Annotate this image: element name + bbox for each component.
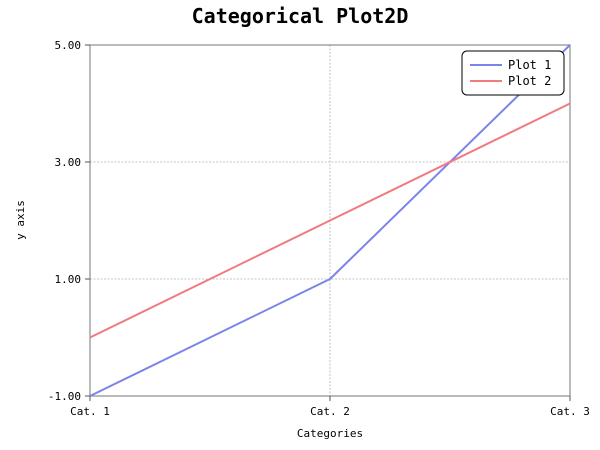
- legend-box: [461, 50, 565, 96]
- series-line-1: [89, 44, 571, 397]
- x-tick-label: Cat. 1: [70, 405, 110, 418]
- x-axis-ticks: Cat. 1 Cat. 2 Cat. 3: [70, 396, 590, 418]
- x-tick-label: Cat. 2: [310, 405, 350, 418]
- y-tick-label: 3.00: [55, 156, 82, 169]
- y-axis-ticks: -1.00 1.00 3.00 5.00: [48, 39, 90, 403]
- y-axis-label: y axis: [14, 200, 27, 240]
- y-tick-label: 1.00: [55, 273, 82, 286]
- legend-label: Plot 2: [508, 74, 551, 88]
- legend-label: Plot 1: [508, 58, 551, 72]
- series: [89, 44, 571, 397]
- x-tick-label: Cat. 3: [550, 405, 590, 418]
- chart-title: Categorical Plot2D: [192, 4, 409, 28]
- series-line-2: [89, 102, 571, 339]
- x-axis-label: Categories: [297, 427, 363, 440]
- y-tick-label: 5.00: [55, 39, 82, 52]
- legend: Plot 1 Plot 2: [461, 50, 565, 96]
- y-tick-label: -1.00: [48, 390, 81, 403]
